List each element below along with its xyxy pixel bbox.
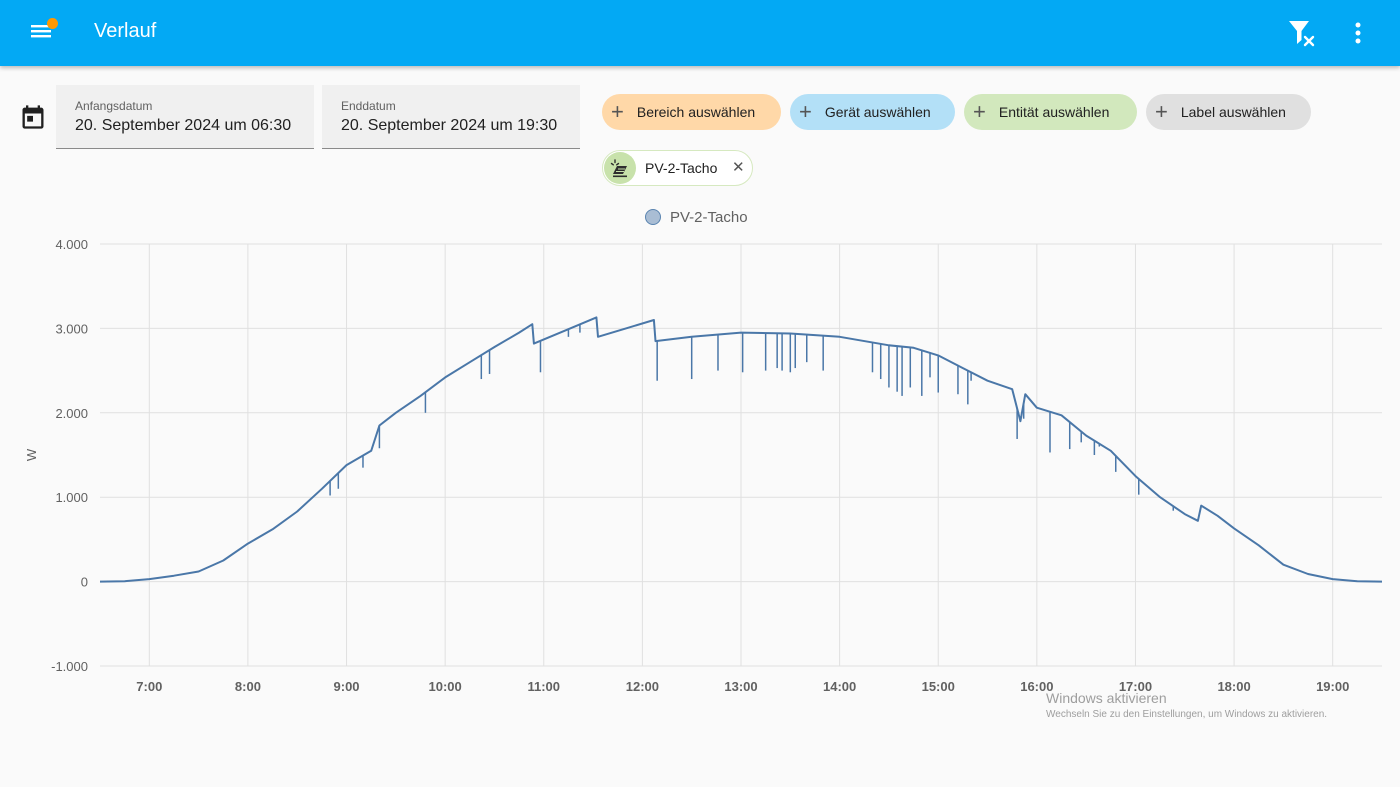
legend-series-name: PV-2-Tacho: [670, 208, 748, 226]
select-area-chip[interactable]: + Bereich auswählen: [602, 94, 781, 130]
calendar-icon[interactable]: [19, 103, 47, 131]
x-tick-label: 11:00: [527, 679, 560, 694]
select-label-chip[interactable]: + Label auswählen: [1146, 94, 1311, 130]
plus-icon: +: [611, 99, 624, 124]
end-date-value[interactable]: 20. September 2024 um 19:30: [341, 117, 558, 134]
select-label-label: Label auswählen: [1180, 104, 1286, 120]
plus-icon: +: [973, 99, 986, 124]
notification-badge: [47, 18, 58, 29]
windows-activation-subtitle: Wechseln Sie zu den Einstellungen, um Wi…: [1046, 709, 1328, 720]
menu-icon: [31, 25, 51, 38]
y-tick-label: 4.000: [55, 237, 88, 252]
y-tick-label: -1.000: [51, 659, 88, 674]
start-date-field[interactable]: Anfangsdatum 20. September 2024 um 06:30: [56, 85, 314, 149]
y-tick-label: 3.000: [55, 321, 88, 336]
solar-power-icon: [604, 152, 636, 184]
y-axis-label: W: [24, 448, 39, 461]
select-device-chip[interactable]: + Gerät auswählen: [790, 94, 955, 130]
select-area-label: Bereich auswählen: [636, 104, 756, 120]
windows-activation-title: Windows aktivieren: [1046, 690, 1167, 706]
y-tick-label: 1.000: [55, 490, 88, 505]
dots-vertical-icon: [1355, 22, 1361, 44]
history-line-chart: 4.000 3.000 2.000 1.000 0 -1.000 7:00 8:00 9:00 1…: [24, 237, 1383, 694]
y-tick-label: 0: [81, 575, 88, 590]
select-entity-label: Entität auswählen: [998, 104, 1110, 120]
y-tick-label: 2.000: [55, 406, 88, 421]
select-entity-chip[interactable]: + Entität auswählen: [964, 94, 1137, 130]
selected-entity-name: PV-2-Tacho: [645, 160, 718, 176]
start-date-value[interactable]: 20. September 2024 um 06:30: [75, 117, 292, 134]
filter-remove-icon: [1289, 21, 1315, 47]
x-tick-label: 19:00: [1316, 679, 1349, 694]
more-options-button[interactable]: [1345, 17, 1371, 49]
page-title: Verlauf: [94, 20, 157, 42]
x-tick-label: 14:00: [823, 679, 856, 694]
plus-icon: +: [799, 99, 812, 124]
select-device-label: Gerät auswählen: [824, 104, 931, 120]
x-tick-label: 15:00: [922, 679, 955, 694]
x-tick-label: 8:00: [235, 679, 261, 694]
remove-entity-icon[interactable]: ✕: [732, 159, 745, 176]
clear-filter-button[interactable]: [1285, 17, 1317, 49]
x-tick-label: 12:00: [626, 679, 659, 694]
plus-icon: +: [1155, 99, 1168, 124]
end-date-field[interactable]: Enddatum 20. September 2024 um 19:30: [322, 85, 580, 149]
selected-entity-chip[interactable]: PV-2-Tacho ✕: [602, 150, 753, 186]
x-tick-label: 17:00: [1119, 679, 1152, 694]
x-tick-label: 9:00: [334, 679, 360, 694]
legend-color-dot: [645, 209, 661, 225]
top-app-bar: Verlauf: [0, 0, 1400, 66]
x-tick-label: 7:00: [136, 679, 162, 694]
x-tick-label: 16:00: [1020, 679, 1053, 694]
chart-legend[interactable]: PV-2-Tacho: [645, 206, 748, 228]
end-date-label: Enddatum: [341, 99, 396, 113]
start-date-label: Anfangsdatum: [75, 99, 153, 113]
x-tick-label: 13:00: [724, 679, 757, 694]
x-tick-label: 18:00: [1217, 679, 1250, 694]
menu-button[interactable]: [22, 14, 62, 52]
x-tick-label: 10:00: [429, 679, 462, 694]
